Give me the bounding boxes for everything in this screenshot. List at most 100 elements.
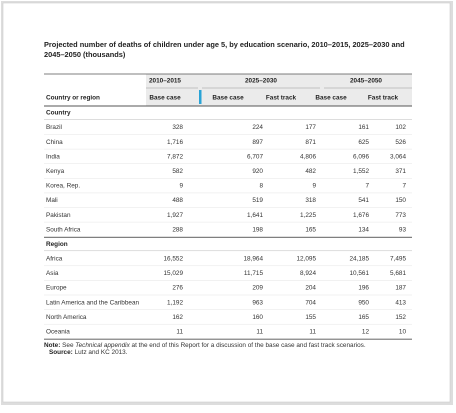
cell: 150 xyxy=(395,197,406,204)
cell: 198 xyxy=(252,226,263,233)
column-header: Base case xyxy=(149,95,181,102)
cell: 371 xyxy=(395,168,406,175)
cell: 625 xyxy=(358,139,369,146)
cell: 1,552 xyxy=(353,168,369,175)
cell: 187 xyxy=(395,285,406,292)
cell: 897 xyxy=(252,139,263,146)
column-group: 2045–2050 xyxy=(350,78,382,85)
cell: 8,924 xyxy=(300,270,316,277)
cell: 871 xyxy=(305,139,316,146)
source: Source: Lutz and KC 2013. xyxy=(49,349,128,356)
marker xyxy=(199,90,202,104)
cell: 204 xyxy=(305,285,316,292)
row-label: Africa xyxy=(46,255,63,262)
cell: 102 xyxy=(395,124,406,131)
cell: 18,964 xyxy=(243,255,263,262)
cell: 963 xyxy=(252,299,263,306)
title: Projected number of deaths of children u… xyxy=(44,40,405,59)
cell: 177 xyxy=(305,124,316,131)
cell: 7 xyxy=(402,183,406,190)
cell: 16,552 xyxy=(163,255,183,262)
row-label: Brazil xyxy=(46,124,62,131)
cell: 704 xyxy=(305,299,316,306)
cell: 11 xyxy=(256,328,263,335)
source-text: Lutz and KC 2013. xyxy=(75,349,128,356)
header-bg xyxy=(146,74,412,106)
note: Note: See Technical appendix at the end … xyxy=(44,342,366,349)
row-label: North America xyxy=(46,314,87,321)
cell: 920 xyxy=(252,168,263,175)
row-label: Europe xyxy=(46,285,67,292)
cell: 8 xyxy=(259,183,263,190)
column-header: Fast track xyxy=(266,95,297,102)
column-header: Country or region xyxy=(46,95,100,102)
cell: 12,095 xyxy=(296,255,316,262)
note-label: Note: xyxy=(44,342,60,349)
column-header: Base case xyxy=(212,95,244,102)
cell: 328 xyxy=(172,124,183,131)
cell: 1,641 xyxy=(247,212,263,219)
cell: 224 xyxy=(252,124,263,131)
section-label: Country xyxy=(46,110,71,117)
cell: 318 xyxy=(305,197,316,204)
cell: 582 xyxy=(172,168,183,175)
cell: 488 xyxy=(172,197,183,204)
cell: 161 xyxy=(358,124,369,131)
cell: 165 xyxy=(358,314,369,321)
cell: 15,029 xyxy=(163,270,183,277)
cell: 165 xyxy=(305,226,316,233)
note-italic: Technical appendix xyxy=(75,342,130,349)
title-box: Projected number of deaths of children u… xyxy=(44,40,405,59)
row-label: Kenya xyxy=(46,168,65,175)
cell: 152 xyxy=(395,314,406,321)
cell: 1,192 xyxy=(167,299,183,306)
cell: 5,681 xyxy=(390,270,406,277)
cell: 10 xyxy=(399,328,407,335)
section-label: Region xyxy=(46,241,68,248)
row-label: Asia xyxy=(46,270,59,277)
cell: 413 xyxy=(395,299,406,306)
cell: 9 xyxy=(179,183,183,190)
cell: 24,185 xyxy=(349,255,369,262)
cell: 12 xyxy=(362,328,370,335)
column-group: 2010–2015 xyxy=(149,78,181,85)
cell: 482 xyxy=(305,168,316,175)
cell: 162 xyxy=(172,314,183,321)
cell: 541 xyxy=(358,197,369,204)
cell: 1,716 xyxy=(167,139,183,146)
cell: 7,872 xyxy=(167,153,183,160)
cell: 773 xyxy=(395,212,406,219)
cell: 7,495 xyxy=(390,255,406,262)
row-label: China xyxy=(46,139,63,146)
row-label: India xyxy=(46,153,60,160)
note-text: at the end of this Report for a discussi… xyxy=(130,342,366,349)
cell: 7 xyxy=(365,183,369,190)
cell: 155 xyxy=(305,314,316,321)
cell: 11 xyxy=(176,328,183,335)
cell: 288 xyxy=(172,226,183,233)
cell: 276 xyxy=(172,285,183,292)
row-label: South Africa xyxy=(46,226,81,233)
cell: 134 xyxy=(358,226,369,233)
cell: 526 xyxy=(395,139,406,146)
row-label: Pakistan xyxy=(46,212,71,219)
row-label: Korea, Rep. xyxy=(46,183,80,190)
cell: 6,096 xyxy=(353,153,369,160)
cell: 519 xyxy=(252,197,263,204)
cell: 209 xyxy=(252,285,263,292)
cell: 196 xyxy=(358,285,369,292)
row-label: Latin America and the Caribbean xyxy=(46,299,140,306)
column-header: Base case xyxy=(315,95,347,102)
cell: 1,927 xyxy=(167,212,183,219)
source-label: Source: xyxy=(49,349,73,356)
cell: 10,561 xyxy=(349,270,369,277)
cell: 1,225 xyxy=(300,212,316,219)
column-header: Fast track xyxy=(368,95,399,102)
cell: 160 xyxy=(252,314,263,321)
cell: 9 xyxy=(312,183,316,190)
cell: 6,707 xyxy=(247,153,263,160)
row-label: Mali xyxy=(46,197,58,204)
cell: 1,676 xyxy=(353,212,369,219)
cell: 950 xyxy=(358,299,369,306)
